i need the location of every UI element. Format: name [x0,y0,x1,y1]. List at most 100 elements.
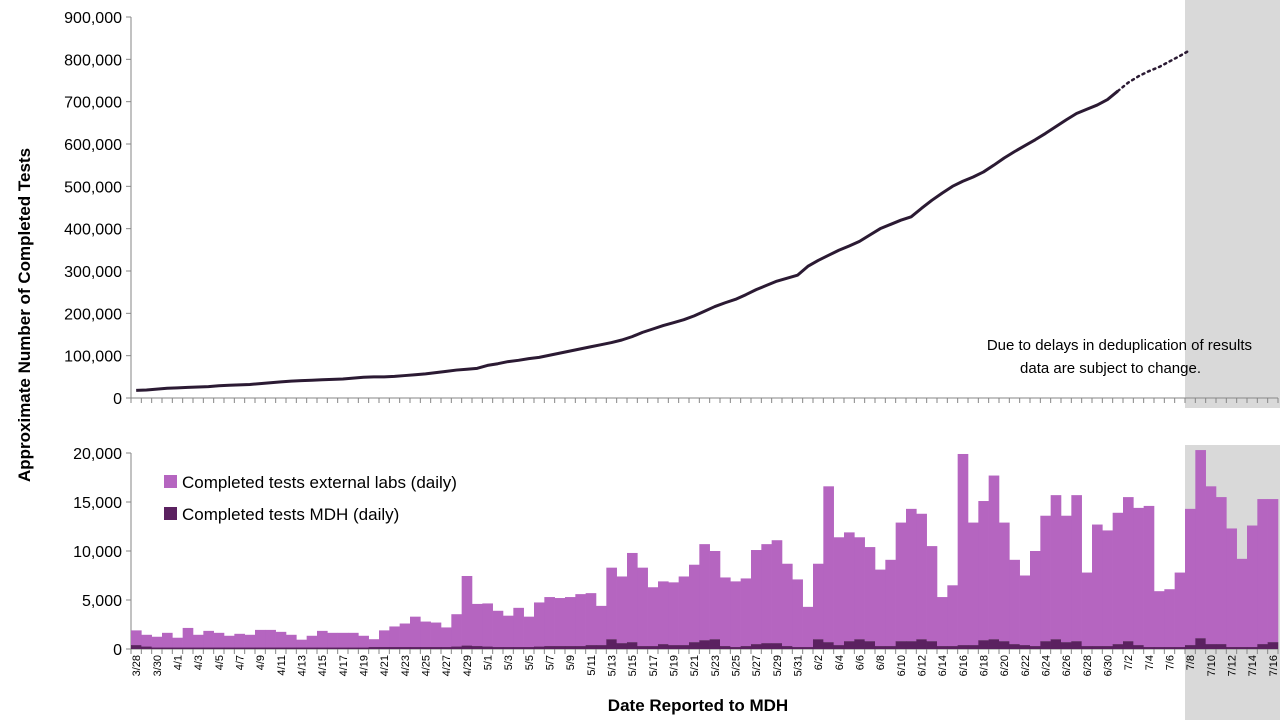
bar-mdh [906,641,917,649]
bar-external [885,559,896,647]
x-tick-label: 6/16 [958,655,970,676]
bar-mdh [213,647,225,649]
bar-mdh [162,647,173,649]
bar-mdh [534,646,545,649]
bar-mdh [792,647,803,649]
x-tick-label: 6/8 [875,655,887,670]
bar-mdh [410,647,421,649]
bar-external [1061,515,1072,643]
bar-external [358,635,369,648]
bar-mdh [968,645,979,649]
bar-external [957,453,969,646]
bar-mdh [348,647,359,649]
bar-external [585,593,597,646]
x-tick-label: 3/28 [131,655,143,676]
bar-mdh [141,646,152,649]
bar-external [368,639,380,648]
bar-external [689,564,700,643]
x-tick-label: 4/27 [441,655,453,676]
bar-mdh [1185,645,1196,649]
x-tick-label: 4/15 [317,655,329,676]
bar-mdh [833,645,845,649]
bar-mdh [286,647,297,649]
x-tick-label: 4/19 [359,655,371,676]
bar-mdh [916,639,927,649]
bar-external [255,629,266,648]
bar-external [596,605,607,646]
legend-swatch-mdh [164,507,177,520]
top-y-tick-label: 700,000 [64,95,122,112]
bar-mdh [813,639,824,649]
bar-mdh [1164,647,1175,649]
x-tick-label: 7/4 [1144,655,1156,670]
bar-external [782,563,793,647]
bar-mdh [306,647,318,649]
bar-mdh [317,647,328,649]
bar-mdh [430,647,442,649]
bar-mdh [544,646,555,649]
bar-mdh [875,646,886,649]
bar-external [1267,499,1279,643]
x-tick-label: 7/8 [1185,655,1197,670]
bar-external [988,475,1000,640]
x-tick-label: 4/1 [173,655,185,670]
bar-external [1030,551,1041,647]
bar-mdh [420,647,431,649]
x-tick-label: 7/12 [1227,655,1239,676]
bar-external [978,501,989,641]
legend-swatch-external [164,475,177,488]
x-tick-label: 5/9 [565,655,577,670]
bar-mdh [1133,645,1144,649]
bar-mdh [399,647,411,649]
bar-mdh [203,647,214,649]
x-tick-label: 5/13 [607,655,619,676]
x-tick-label: 4/21 [379,655,391,676]
bar-external [1081,572,1093,647]
bar-external [699,544,710,641]
legend-label-external: Completed tests external labs (daily) [182,473,457,492]
bar-mdh [379,647,390,649]
bar-mdh [1257,644,1268,649]
bar-external [854,537,865,640]
bar-mdh [1102,646,1113,649]
bar-external [430,622,442,648]
bar-external [327,632,338,648]
bar-external [337,632,349,648]
bar-external [389,626,400,648]
x-tick-label: 6/10 [896,655,908,676]
bar-external [1112,512,1124,645]
bar-external [503,615,514,648]
bar-external [472,603,483,647]
bottom-y-tick-label: 20,000 [73,446,122,463]
bar-external [151,636,163,648]
bar-mdh [482,646,493,649]
bar-external [627,552,638,643]
bar-mdh [689,642,700,649]
x-tick-label: 5/7 [545,655,557,670]
bar-mdh [368,647,380,649]
bar-external [606,567,617,640]
x-tick-label: 6/18 [979,655,991,676]
bar-mdh [275,647,287,649]
bar-external [647,587,659,647]
top-y-tick-label: 600,000 [64,137,122,154]
bar-external [1216,497,1227,645]
bar-external [348,632,359,648]
bar-external [813,563,824,640]
bottom-y-tick-label: 0 [113,642,122,659]
x-tick-label: 5/15 [627,655,639,676]
bar-mdh [1112,644,1124,649]
bar-mdh [554,646,566,649]
bar-mdh [585,645,597,649]
bar-mdh [740,646,752,649]
bar-external [1102,530,1113,647]
bar-external [1092,524,1103,647]
bar-external [265,629,276,648]
x-tick-label: 6/2 [813,655,825,670]
bar-external [1195,450,1206,639]
bar-mdh [296,647,307,649]
tick-label-layer: 0 100,000 200,000 300,000 400,000 500,000 600,… [64,10,1280,676]
bar-mdh [1174,647,1186,649]
bar-mdh [1009,644,1020,649]
